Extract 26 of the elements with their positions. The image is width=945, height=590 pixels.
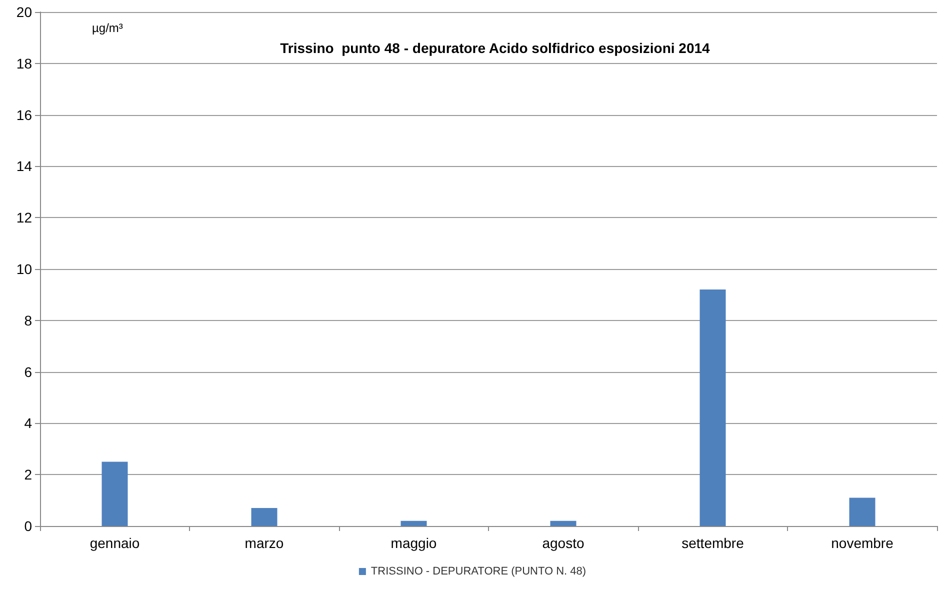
bar xyxy=(550,520,576,526)
x-tick-label: agosto xyxy=(542,535,584,551)
y-tick-label: 8 xyxy=(24,312,32,328)
x-tick-label: novembre xyxy=(831,535,894,551)
y-tick-label: 6 xyxy=(24,364,32,380)
x-tick-label: marzo xyxy=(244,535,284,551)
y-tick-label: 20 xyxy=(16,4,32,20)
y-tick-label: 14 xyxy=(16,158,32,174)
bar xyxy=(849,498,876,526)
y-tick-label: 16 xyxy=(16,106,32,123)
y-tick-label: 4 xyxy=(24,415,32,432)
y-tick-label: 10 xyxy=(16,261,32,277)
y-axis-title: µg/m³ xyxy=(92,21,123,35)
text: Trissino punto 48 - depuratore Acido solfidrico esposizioni 2014 xyxy=(280,40,710,56)
bar xyxy=(251,508,278,526)
bar xyxy=(102,462,128,526)
y-tick-label: 2 xyxy=(24,466,32,483)
legend-label: TRISSINO - DEPURATORE (PUNTO N. 48) xyxy=(370,566,586,578)
x-tick-label: gennaio xyxy=(90,535,140,551)
x-tick-label: settembre xyxy=(682,535,744,551)
y-tick-label: 18 xyxy=(16,55,32,72)
y-tick-label: 12 xyxy=(16,210,32,226)
bar xyxy=(400,520,427,526)
x-tick-label: maggio xyxy=(390,535,437,551)
y-tick-label: 0 xyxy=(24,518,32,534)
bar xyxy=(700,290,726,526)
